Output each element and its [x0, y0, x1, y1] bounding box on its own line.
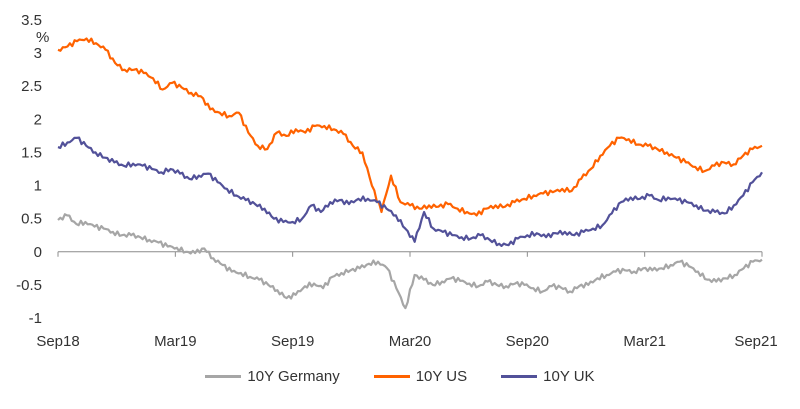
x-tick-label: Sep18	[36, 333, 79, 350]
series-line-10y-us	[57, 37, 763, 217]
x-tick-label: Sep21	[734, 333, 777, 350]
x-tick-label: Sep20	[506, 333, 549, 350]
legend-swatch-us	[373, 375, 410, 378]
legend-label-germany: 10Y Germany	[247, 368, 340, 385]
x-tick-label: Sep19	[271, 333, 314, 350]
legend-item-uk: 10Y UK	[501, 368, 595, 385]
line-chart: 3.5 3 2.5 2 1.5 1 0.5 0 -0.5 -1 % Sep18 Mar19 Sep19…	[16, 12, 778, 350]
y-tick-label: -0.5	[16, 277, 42, 294]
legend-swatch-uk	[501, 375, 538, 378]
y-tick-label: 3.5	[21, 12, 42, 29]
y-tick-label: 1	[34, 178, 42, 195]
series-line-10y-germany	[57, 213, 763, 310]
x-tick-label: Mar21	[623, 333, 666, 350]
y-tick-label: -1	[29, 310, 42, 327]
y-axis: 3.5 3 2.5 2 1.5 1 0.5 0 -0.5 -1	[16, 12, 42, 327]
series-lines	[57, 37, 763, 310]
y-tick-label: 2	[34, 111, 42, 128]
y-tick-label: 3	[34, 45, 42, 62]
legend-item-germany: 10Y Germany	[205, 368, 340, 385]
legend: 10Y Germany 10Y US 10Y UK	[0, 368, 800, 385]
legend-label-uk: 10Y UK	[543, 368, 595, 385]
legend-label-us: 10Y US	[415, 368, 468, 385]
legend-item-us: 10Y US	[373, 368, 468, 385]
series-line-10y-uk	[57, 136, 763, 247]
y-tick-label: 2.5	[21, 78, 42, 95]
y-tick-label: 1.5	[21, 144, 42, 161]
x-axis: Sep18 Mar19 Sep19 Mar20 Sep20 Mar21 Sep21	[36, 251, 778, 350]
legend-swatch-germany	[205, 375, 242, 378]
x-tick-label: Mar19	[154, 333, 197, 350]
y-unit-label: %	[36, 29, 49, 46]
y-tick-label: 0	[34, 244, 42, 261]
x-tick-label: Mar20	[389, 333, 432, 350]
y-tick-label: 0.5	[21, 211, 42, 228]
